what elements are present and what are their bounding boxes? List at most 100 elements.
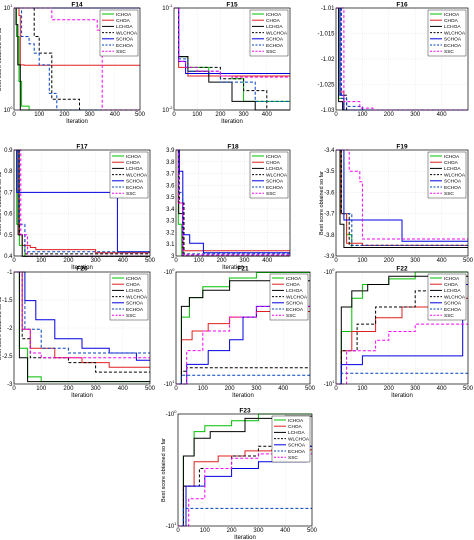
x-tick-label: 200	[59, 112, 70, 118]
legend-label-choa: CHOA	[126, 282, 141, 288]
x-tick-label: 200	[227, 528, 238, 534]
x-tick-label: 500	[463, 258, 474, 264]
x-tick-label: 0	[172, 112, 176, 118]
y-tick-label: -1.5	[2, 298, 13, 304]
legend-label-ichoa: ICHOA	[126, 154, 142, 160]
x-tick-label: 0	[174, 258, 178, 264]
legend-label-echoa: ECHOA	[116, 43, 134, 49]
series-line-ssc	[336, 149, 468, 240]
y-tick-label: -1.015	[317, 32, 335, 38]
chart-title: F21	[237, 266, 249, 273]
x-tick-label: 0	[334, 112, 338, 118]
legend-label-wlchoa: WLCHOA	[266, 30, 288, 36]
legend-label-wlchoa: WLCHOA	[288, 436, 310, 442]
y-tick-label: -3.8	[324, 233, 335, 239]
chart-f21: 0 100 200 300 400 500-100-101F21IterationICHO…	[164, 266, 316, 400]
plot-frame	[175, 149, 291, 257]
legend-label-lchoa: LCHOA	[286, 288, 303, 294]
y-axis-label: Best score obtained so far	[161, 438, 167, 502]
x-tick-label: 200	[63, 258, 74, 264]
legend-label-wlchoa: WLCHOA	[116, 30, 138, 36]
chart-title: F16	[396, 2, 408, 9]
legend-label-ssc: SSC	[266, 191, 276, 197]
chart-title: F23	[239, 408, 251, 415]
plot-frame	[177, 413, 313, 527]
series-line-lchoa	[176, 280, 310, 385]
plot-frame	[335, 271, 469, 385]
legend-label-ichoa: ICHOA	[266, 12, 282, 18]
x-tick-label: 100	[357, 112, 368, 118]
y-tick-label: 0.5	[4, 233, 13, 239]
legend-label-schoa: SCHOA	[266, 37, 284, 43]
series-line-ssc	[14, 271, 150, 359]
x-tick-label: 0	[334, 386, 338, 392]
x-axis-label: Iteration	[71, 265, 93, 271]
plot-frame	[13, 271, 151, 385]
y-tick-label: 0.9	[4, 148, 13, 154]
legend-label-ssc: SSC	[126, 191, 136, 197]
legend-label-wlchoa: WLCHOA	[266, 172, 288, 178]
series-line-lchoa	[336, 275, 468, 385]
y-tick-label: -3.9	[324, 254, 335, 260]
legend-label-ichoa: ICHOA	[116, 12, 132, 18]
legend-label-echoa: ECHOA	[444, 185, 462, 191]
legend-label-schoa: SCHOA	[444, 37, 462, 43]
chart-f19: 0 100 200 300 400 500 -3.4 -3.5 -3.6 -3.7 -3.8 -3.9…	[319, 144, 474, 265]
x-tick-label: 300	[410, 112, 421, 118]
legend-label-lchoa: LCHOA	[288, 430, 305, 436]
legend-label-echoa: ECHOA	[266, 43, 284, 49]
legend-label-choa: CHOA	[288, 424, 303, 430]
x-tick-label: 300	[253, 528, 264, 534]
legend-label-ichoa: ICHOA	[288, 418, 304, 424]
x-tick-label: 300	[91, 386, 102, 392]
legend-label-lchoa: LCHOA	[266, 166, 283, 172]
legend-label-schoa: SCHOA	[266, 179, 284, 185]
y-axis-label: Best score obtained so far	[0, 27, 3, 91]
x-tick-label: 0	[334, 258, 338, 264]
x-tick-label: 100	[200, 528, 211, 534]
chart-f23: 0 100 200 300 400 500 -100 -101 F23 Iteration Best…	[161, 408, 318, 540]
x-axis-label: Iteration	[222, 265, 244, 271]
series-line-ssc	[178, 453, 312, 527]
y-tick-label: 100	[4, 105, 14, 114]
x-axis-label: Iteration	[234, 535, 256, 540]
x-tick-label: 200	[384, 386, 395, 392]
y-tick-label: 3.7	[166, 172, 175, 178]
x-tick-label: 400	[437, 258, 448, 264]
chart-f22: 0 100 200 300 400 500 -100 -101 F22 Iteration ICHO…	[324, 266, 474, 400]
y-tick-label: 3.6	[166, 183, 175, 189]
x-tick-label: 100	[34, 112, 45, 118]
x-tick-label: 0	[174, 386, 178, 392]
y-tick-label: -101	[324, 379, 336, 388]
chart-title: F15	[226, 2, 238, 9]
x-axis-label: Iteration	[391, 393, 413, 399]
y-tick-label: 0.6	[4, 212, 13, 218]
legend-label-echoa: ECHOA	[126, 307, 144, 313]
y-tick-label: -1.01	[321, 6, 335, 12]
y-axis-label: Best score obtained so far	[0, 171, 3, 235]
x-tick-label: 400	[118, 386, 129, 392]
legend-label-schoa: SCHOA	[288, 443, 306, 449]
x-tick-label: 200	[384, 258, 395, 264]
x-tick-label: 400	[437, 386, 448, 392]
legend-label-echoa: ECHOA	[288, 449, 306, 455]
y-tick-label: 101	[4, 3, 14, 12]
legend-label-choa: CHOA	[444, 282, 459, 288]
series-line-echoa	[14, 7, 140, 111]
x-tick-label: 500	[145, 386, 156, 392]
y-tick-label: 0.7	[4, 190, 13, 196]
y-tick-label: -101	[164, 379, 176, 388]
legend-label-lchoa: LCHOA	[444, 24, 461, 30]
legend-label-echoa: ECHOA	[286, 307, 304, 313]
x-axis-label: Iteration	[221, 119, 243, 125]
legend-label-wlchoa: WLCHOA	[286, 294, 308, 300]
y-tick-label: -100	[166, 409, 178, 418]
y-tick-label: -100	[324, 267, 336, 276]
x-tick-label: 300	[85, 112, 96, 118]
x-tick-label: 100	[194, 258, 205, 264]
